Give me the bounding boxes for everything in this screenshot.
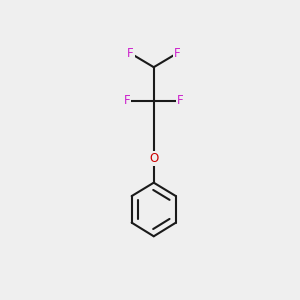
Text: F: F [174, 47, 180, 60]
Text: F: F [124, 94, 130, 107]
Text: O: O [149, 152, 158, 165]
Text: F: F [127, 47, 134, 60]
Text: F: F [177, 94, 184, 107]
